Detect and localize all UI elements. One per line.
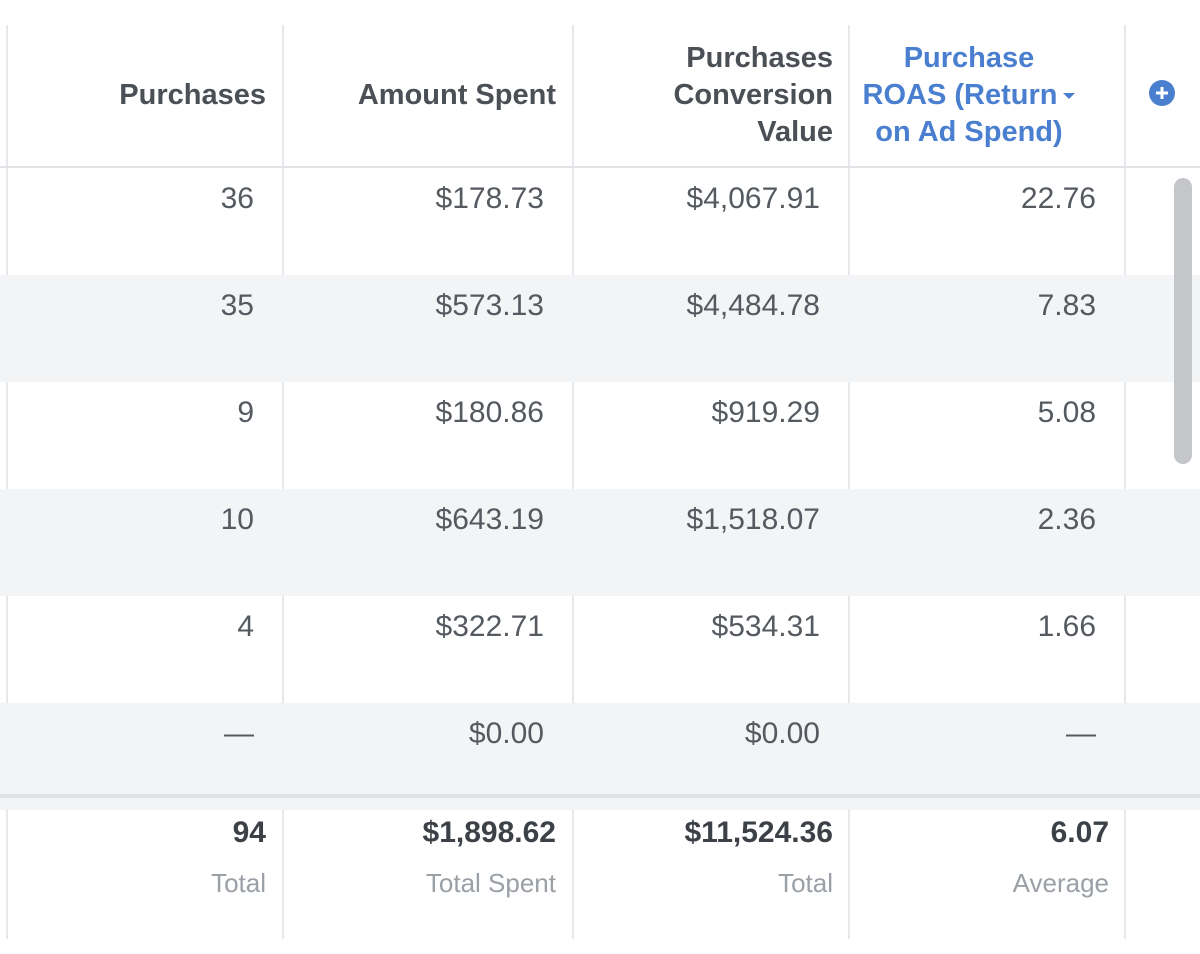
table-row[interactable]: 35 $573.13 $4,484.78 7.83 bbox=[0, 275, 1200, 382]
header-conversion-value[interactable]: Purchases Conversion Value bbox=[580, 36, 833, 154]
header-roas-line: Purchase bbox=[903, 41, 1035, 74]
plus-circle-icon bbox=[1156, 87, 1168, 99]
header-divider bbox=[0, 166, 1200, 168]
caret-down-icon[interactable] bbox=[1063, 92, 1076, 99]
cell-amount-spent: $322.71 bbox=[435, 610, 544, 643]
table-row[interactable]: 10 $643.19 $1,518.07 2.36 bbox=[0, 489, 1200, 596]
cell-purchases: 35 bbox=[220, 289, 254, 322]
total-roas-label: Average bbox=[1012, 868, 1109, 898]
cell-conversion-value: $4,067.91 bbox=[686, 182, 820, 215]
column-divider bbox=[6, 25, 8, 939]
total-conversion-value-value: $11,524.36 bbox=[684, 816, 834, 849]
cell-conversion-value: $1,518.07 bbox=[686, 503, 820, 536]
add-column-button[interactable] bbox=[1149, 80, 1175, 106]
cell-purchases: 4 bbox=[237, 610, 254, 643]
cell-conversion-value: $4,484.78 bbox=[686, 289, 820, 322]
total-purchases-label: Total bbox=[211, 868, 266, 898]
cell-conversion-value: $919.29 bbox=[711, 396, 820, 429]
table-row[interactable]: — $0.00 $0.00 — bbox=[0, 703, 1200, 810]
table-body: 36 $178.73 $4,067.91 22.76 35 $573.13 $4… bbox=[0, 168, 1200, 810]
column-divider[interactable] bbox=[572, 25, 574, 939]
cell-conversion-value: $534.31 bbox=[711, 610, 820, 643]
table-row[interactable]: 4 $322.71 $534.31 1.66 bbox=[0, 596, 1200, 703]
header-conversion-value-line: Conversion bbox=[673, 78, 833, 111]
header-roas-line: ROAS (Return bbox=[862, 78, 1058, 111]
total-roas-value: 6.07 bbox=[1050, 816, 1109, 849]
cell-conversion-value: $0.00 bbox=[744, 717, 820, 750]
header-purchases[interactable]: Purchases bbox=[0, 36, 266, 154]
cell-purchases: 10 bbox=[220, 503, 254, 536]
column-divider[interactable] bbox=[848, 25, 850, 939]
totals-divider bbox=[0, 794, 1200, 798]
cell-purchases: — bbox=[224, 717, 254, 750]
cell-roas: 5.08 bbox=[1037, 396, 1096, 429]
cell-purchases: 36 bbox=[220, 182, 254, 215]
header-roas-line: on Ad Spend) bbox=[875, 115, 1063, 148]
header-purchases-label: Purchases bbox=[119, 78, 266, 111]
cell-roas: 7.83 bbox=[1037, 289, 1096, 322]
cell-amount-spent: $178.73 bbox=[435, 182, 544, 215]
vertical-scrollbar-thumb[interactable] bbox=[1174, 178, 1192, 464]
cell-amount-spent: $643.19 bbox=[435, 503, 544, 536]
table-header: Purchases Amount Spent Purchases Convers… bbox=[0, 0, 1200, 168]
cell-roas: 1.66 bbox=[1037, 610, 1096, 643]
total-amount-spent-value: $1,898.62 bbox=[422, 816, 556, 849]
cell-amount-spent: $573.13 bbox=[435, 289, 544, 322]
total-conversion-value-label: Total bbox=[778, 868, 833, 898]
total-amount-spent-label: Total Spent bbox=[425, 868, 556, 898]
cell-roas: 22.76 bbox=[1020, 182, 1096, 215]
column-divider[interactable] bbox=[1124, 25, 1126, 939]
cell-amount-spent: $180.86 bbox=[435, 396, 544, 429]
header-roas[interactable]: Purchase ROAS (Return on Ad Spend) bbox=[856, 36, 1082, 154]
header-conversion-value-line: Value bbox=[757, 115, 833, 148]
cell-amount-spent: $0.00 bbox=[468, 717, 544, 750]
total-purchases-value: 94 bbox=[232, 816, 266, 849]
cell-purchases: 9 bbox=[237, 396, 254, 429]
header-conversion-value-line: Purchases bbox=[686, 41, 833, 74]
table-row[interactable]: 9 $180.86 $919.29 5.08 bbox=[0, 382, 1200, 489]
header-amount-spent-label: Amount Spent bbox=[357, 78, 556, 111]
header-amount-spent[interactable]: Amount Spent bbox=[290, 36, 556, 154]
cell-roas: 2.36 bbox=[1037, 503, 1096, 536]
table-row[interactable]: 36 $178.73 $4,067.91 22.76 bbox=[0, 168, 1200, 275]
cell-roas: — bbox=[1066, 717, 1096, 750]
header-roas-line-with-sort: ROAS (Return bbox=[863, 77, 1076, 114]
column-divider[interactable] bbox=[282, 25, 284, 939]
